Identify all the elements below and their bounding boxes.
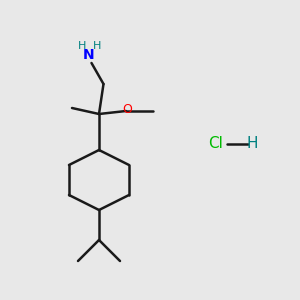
Text: H: H (246, 136, 258, 152)
Text: Cl: Cl (208, 136, 224, 152)
Text: H: H (78, 41, 87, 52)
Text: N: N (83, 49, 94, 62)
Text: H: H (93, 41, 102, 52)
Text: O: O (123, 103, 132, 116)
